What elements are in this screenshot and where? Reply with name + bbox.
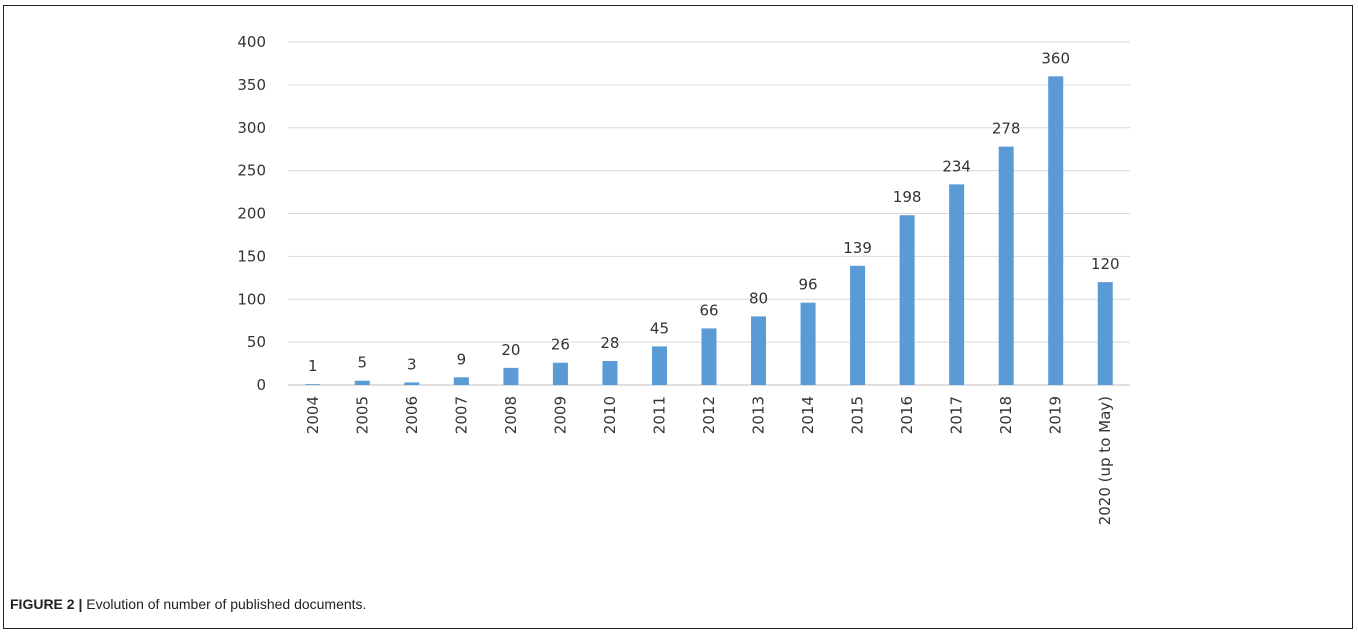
data-label: 96 [799,276,818,294]
x-tick-label: 2018 [997,396,1015,434]
data-label: 20 [501,341,520,359]
y-tick-label: 200 [237,205,266,223]
data-label: 66 [699,301,718,319]
y-tick-label: 400 [237,33,266,51]
figure-caption: FIGURE 2 | Evolution of number of publis… [10,596,366,612]
y-axis-ticks: 0 50 100 150 200 250 300 350 400 [237,33,266,394]
bars [305,76,1113,386]
x-tick-label: 2013 [750,396,768,434]
bar [305,384,321,385]
y-tick-label: 150 [237,247,266,265]
x-tick-label: 2007 [452,396,470,434]
y-tick-label: 0 [256,376,266,394]
x-tick-label: 2010 [601,396,619,434]
x-tick-label: 2005 [353,396,371,434]
y-tick-label: 50 [247,333,266,351]
data-label: 278 [992,120,1021,138]
data-label: 198 [893,188,922,206]
data-label: 120 [1091,255,1120,273]
x-tick-label: 2011 [650,396,668,434]
y-tick-label: 350 [237,76,266,94]
data-label: 9 [457,350,467,368]
bar [503,367,519,385]
x-tick-label: 2008 [502,396,520,434]
y-tick-label: 300 [237,119,266,137]
x-tick-label: 2017 [948,396,966,434]
y-tick-label: 250 [237,162,266,180]
data-label: 45 [650,319,669,337]
x-tick-label: 2009 [551,396,569,434]
y-tick-label: 100 [237,290,266,308]
data-label: 360 [1041,49,1070,67]
bar [404,382,420,385]
data-label: 26 [551,336,570,354]
bar [1097,282,1113,385]
x-tick-label: 2004 [304,396,322,434]
bar [1048,76,1064,386]
bar [800,302,816,385]
x-tick-label: 2014 [799,396,817,434]
x-tick-label: 2020 (up to May) [1096,396,1114,525]
bar [998,146,1014,385]
bar [453,377,469,385]
data-label: 3 [407,355,417,373]
bar [899,215,915,385]
figure-frame [3,5,1353,629]
bar [751,316,767,385]
data-labels: 1 5 3 9 20 26 28 45 66 80 96 139 198 234 278 360 120 [308,49,1120,375]
caption-text: Evolution of number of published documen… [82,596,367,612]
x-tick-label: 2012 [700,396,718,434]
data-label: 234 [942,157,971,175]
caption-label: FIGURE 2 | [10,596,83,612]
data-label: 80 [749,289,768,307]
x-axis-ticks: 2004 2005 2006 2007 2008 2009 2010 2011 2012 2013… [304,396,1114,525]
bar [949,184,965,385]
data-label: 1 [308,357,318,375]
grid-lines [288,41,1130,386]
bar [701,328,717,385]
data-label: 139 [843,239,872,257]
x-tick-label: 2015 [849,396,867,434]
x-tick-label: 2006 [403,396,421,434]
x-tick-label: 2016 [898,396,916,434]
data-label: 28 [600,334,619,352]
data-label: 5 [358,354,368,372]
bar [651,346,667,385]
bar [602,360,618,385]
bar [354,380,370,385]
bar [552,362,568,385]
x-tick-label: 2019 [1047,396,1065,434]
bar [850,265,866,385]
